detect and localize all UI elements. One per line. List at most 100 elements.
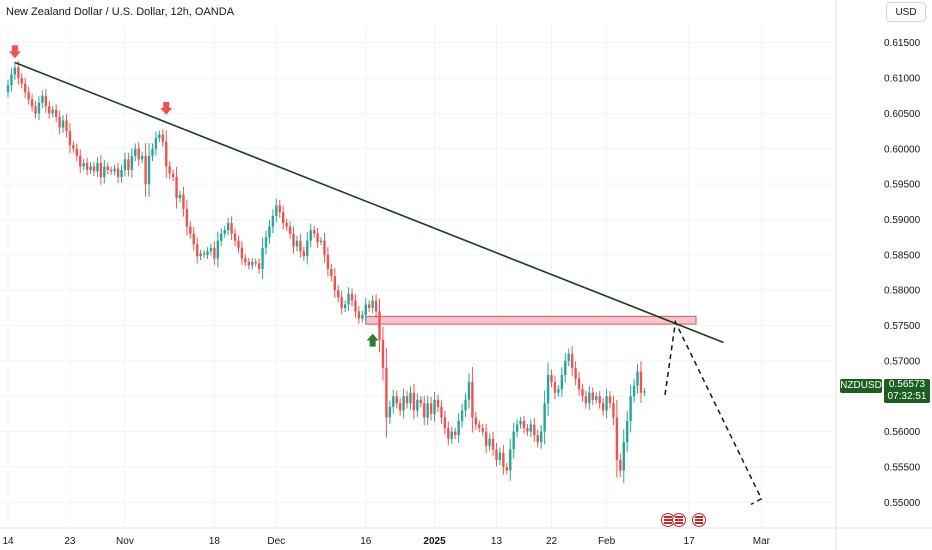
candle (560, 367, 564, 397)
candle-body (419, 399, 422, 404)
candle (361, 310, 364, 323)
candle-body (223, 230, 226, 234)
us-flag-event-icon[interactable] (692, 513, 707, 527)
time-axis[interactable]: 14 23 Nov 18 Dec 16 2025 13 22 Feb 17 Mar (0, 527, 932, 547)
candle-body (24, 83, 27, 93)
candle (398, 398, 402, 416)
candle (615, 399, 619, 478)
candle-body (65, 120, 68, 132)
candle-body (44, 95, 48, 107)
candle-body (395, 396, 398, 404)
candle (484, 423, 488, 454)
candle-body (595, 396, 598, 400)
candle-body (20, 78, 23, 84)
candle-body (567, 353, 570, 361)
candle (447, 421, 450, 446)
candle-body (522, 421, 526, 429)
candle (598, 390, 601, 409)
candle (282, 205, 285, 230)
candle-body (189, 226, 192, 234)
currency-button[interactable]: USD (886, 2, 926, 22)
candle (581, 383, 584, 402)
candle-body (244, 258, 247, 262)
candle-body (165, 141, 168, 167)
candle-body (175, 177, 178, 199)
us-flag-event-icon[interactable] (671, 513, 686, 527)
candle-body (85, 162, 89, 170)
candle (632, 379, 636, 403)
candle (529, 419, 533, 437)
candle (292, 226, 295, 254)
candle-body (361, 314, 364, 319)
candle-body (481, 428, 484, 432)
candle-body (123, 159, 127, 170)
last-price: 0.56573 (888, 379, 926, 390)
y-tick-label: 0.57500 (884, 321, 921, 332)
candle (519, 416, 522, 429)
candle-body (392, 396, 395, 407)
candle (103, 159, 106, 184)
candle (436, 394, 440, 413)
candle (368, 300, 371, 312)
x-tick-label: 16 (360, 536, 372, 547)
candle-body (440, 406, 443, 418)
candle (512, 422, 515, 459)
candle-body (423, 403, 426, 418)
candle-body (368, 304, 371, 308)
candle-body (540, 431, 543, 443)
candle-body (454, 431, 457, 436)
y-tick-label: 0.56000 (884, 427, 921, 438)
candle-body (144, 155, 147, 185)
candle-body (299, 240, 302, 252)
candle-body (120, 169, 123, 178)
candle-body (127, 159, 130, 170)
candle (233, 228, 237, 246)
candle-body (502, 452, 505, 467)
candle (264, 230, 268, 255)
candle-body (75, 148, 78, 156)
candle (20, 73, 23, 89)
x-tick-label: 22 (546, 536, 558, 547)
symbol-badge: NZDUSD (840, 379, 882, 393)
candle-body (185, 208, 189, 227)
candle-body (154, 138, 158, 149)
candle-body (79, 155, 82, 167)
candle (275, 198, 278, 223)
candle (30, 93, 34, 112)
candle (147, 143, 151, 197)
candle (426, 395, 429, 426)
candle-body (54, 109, 58, 117)
candle-body (51, 109, 54, 114)
candle-body (316, 233, 319, 243)
candle-body (512, 431, 515, 450)
candle (550, 369, 553, 388)
candle (168, 161, 171, 179)
candle (402, 388, 405, 419)
candle-body (292, 233, 295, 247)
candle-body (570, 353, 574, 368)
candle (543, 390, 546, 445)
candle (474, 412, 478, 430)
candle-body (402, 396, 405, 411)
x-tick-label: 17 (684, 536, 696, 547)
candle-body (6, 85, 10, 93)
candle (99, 155, 103, 185)
candle (17, 60, 20, 85)
candle (392, 389, 395, 414)
candle-body (526, 428, 529, 432)
candle-body (48, 106, 51, 114)
candle (374, 294, 378, 318)
candle-body (467, 382, 471, 400)
candle-body (261, 247, 264, 269)
candle-body (285, 223, 288, 227)
resistance-zone[interactable] (365, 315, 697, 325)
candle-body (326, 254, 330, 269)
candle-body (13, 67, 17, 75)
price-axis[interactable]: 0.61500 0.61000 0.60500 0.60000 0.59500 0.590… (835, 0, 921, 550)
candle-body (574, 367, 577, 379)
candle-body (515, 424, 519, 432)
candle (601, 398, 605, 416)
candle (216, 231, 220, 268)
candle (629, 384, 632, 433)
